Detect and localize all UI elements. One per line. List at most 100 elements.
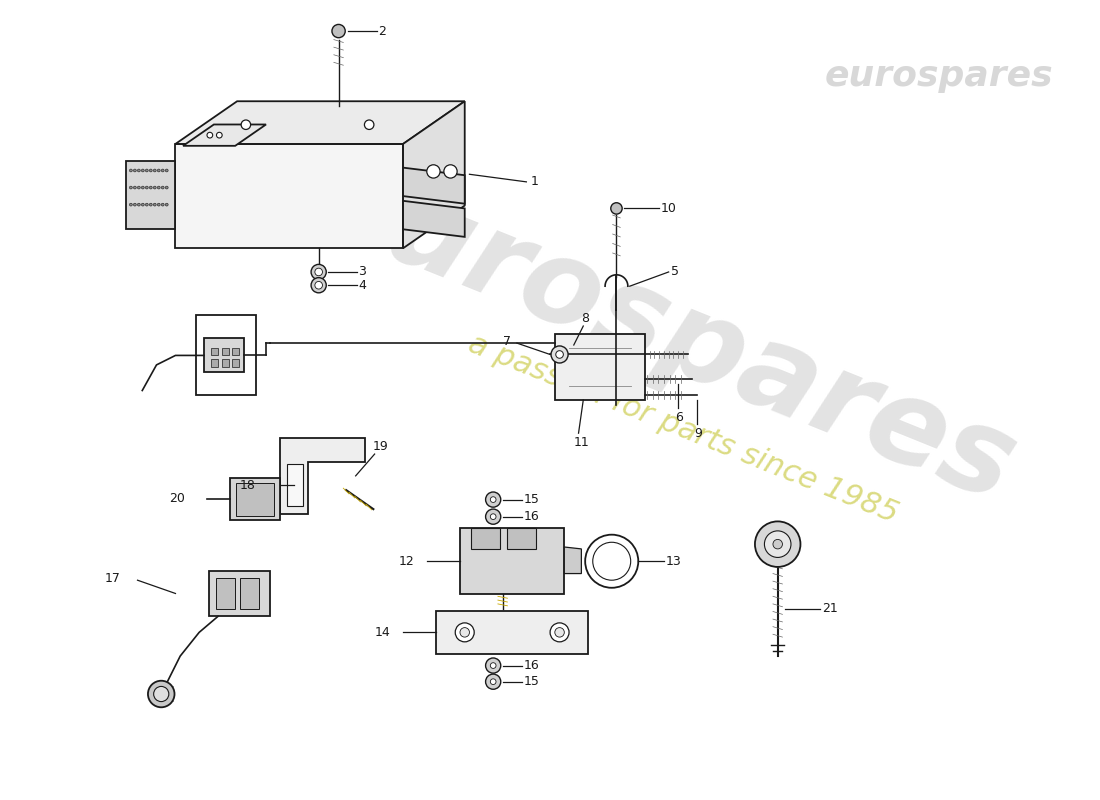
Text: 1: 1	[531, 175, 539, 188]
Circle shape	[157, 169, 161, 172]
Polygon shape	[176, 102, 464, 144]
Text: 5: 5	[671, 265, 679, 278]
Circle shape	[460, 628, 470, 637]
Circle shape	[150, 186, 152, 189]
Text: 11: 11	[574, 436, 590, 449]
Polygon shape	[403, 102, 464, 248]
Polygon shape	[204, 338, 244, 371]
Polygon shape	[554, 334, 645, 400]
Text: 16: 16	[524, 510, 539, 523]
Circle shape	[455, 623, 474, 642]
Polygon shape	[403, 168, 464, 204]
Text: 6: 6	[675, 410, 683, 423]
Circle shape	[311, 264, 327, 279]
Polygon shape	[437, 611, 588, 654]
Circle shape	[773, 539, 782, 549]
Polygon shape	[126, 161, 176, 230]
Polygon shape	[460, 528, 564, 594]
Circle shape	[157, 186, 161, 189]
Text: 9: 9	[694, 426, 702, 440]
Text: 15: 15	[524, 675, 539, 688]
Text: 4: 4	[359, 278, 366, 292]
Polygon shape	[231, 478, 279, 521]
Polygon shape	[222, 359, 229, 367]
Circle shape	[150, 169, 152, 172]
Circle shape	[485, 492, 501, 507]
Circle shape	[162, 186, 164, 189]
Text: 12: 12	[398, 554, 414, 568]
Circle shape	[427, 165, 440, 178]
Circle shape	[311, 278, 327, 293]
Polygon shape	[564, 547, 582, 574]
Circle shape	[165, 186, 168, 189]
Polygon shape	[211, 348, 218, 355]
Polygon shape	[183, 125, 266, 146]
Text: 16: 16	[524, 659, 539, 672]
Circle shape	[485, 658, 501, 673]
Text: 10: 10	[661, 202, 676, 215]
Polygon shape	[236, 482, 274, 516]
Circle shape	[491, 514, 496, 519]
Text: 17: 17	[104, 572, 120, 585]
Circle shape	[133, 203, 136, 206]
Circle shape	[150, 203, 152, 206]
Circle shape	[165, 169, 168, 172]
Circle shape	[142, 203, 144, 206]
Polygon shape	[211, 359, 218, 367]
Polygon shape	[232, 359, 239, 367]
Circle shape	[154, 686, 168, 702]
Circle shape	[145, 203, 149, 206]
Circle shape	[142, 186, 144, 189]
Polygon shape	[209, 570, 271, 616]
Circle shape	[485, 674, 501, 690]
Text: 3: 3	[359, 266, 366, 278]
Polygon shape	[507, 528, 536, 549]
Polygon shape	[472, 528, 499, 549]
Circle shape	[153, 203, 156, 206]
Text: 13: 13	[666, 554, 682, 568]
Circle shape	[153, 186, 156, 189]
Circle shape	[491, 497, 496, 502]
Circle shape	[145, 169, 149, 172]
Circle shape	[142, 169, 144, 172]
Text: eurospares: eurospares	[296, 141, 1032, 526]
Circle shape	[444, 165, 458, 178]
Text: 19: 19	[373, 440, 388, 453]
Circle shape	[485, 509, 501, 524]
Polygon shape	[403, 201, 464, 237]
Circle shape	[610, 202, 623, 214]
Circle shape	[145, 186, 149, 189]
Text: eurospares: eurospares	[825, 58, 1054, 93]
Text: 14: 14	[375, 626, 390, 639]
Circle shape	[130, 186, 132, 189]
Circle shape	[138, 186, 141, 189]
Circle shape	[491, 662, 496, 669]
Text: 21: 21	[823, 602, 838, 615]
Circle shape	[138, 169, 141, 172]
Circle shape	[551, 346, 568, 363]
Circle shape	[315, 268, 322, 276]
Circle shape	[207, 132, 212, 138]
Polygon shape	[222, 348, 229, 355]
Circle shape	[217, 132, 222, 138]
Circle shape	[315, 282, 322, 289]
Text: 20: 20	[168, 492, 185, 505]
Polygon shape	[240, 578, 258, 609]
Circle shape	[241, 120, 251, 130]
Text: 8: 8	[582, 312, 590, 325]
Circle shape	[138, 203, 141, 206]
Text: a passion for parts since 1985: a passion for parts since 1985	[464, 329, 902, 528]
Circle shape	[153, 169, 156, 172]
Circle shape	[130, 203, 132, 206]
Polygon shape	[287, 465, 304, 506]
Text: 7: 7	[503, 334, 510, 348]
Text: 2: 2	[378, 25, 386, 38]
Circle shape	[491, 679, 496, 685]
Circle shape	[162, 169, 164, 172]
Text: 15: 15	[524, 493, 539, 506]
Circle shape	[554, 628, 564, 637]
Polygon shape	[279, 438, 365, 514]
Polygon shape	[217, 578, 235, 609]
Circle shape	[755, 522, 801, 567]
Polygon shape	[232, 348, 239, 355]
